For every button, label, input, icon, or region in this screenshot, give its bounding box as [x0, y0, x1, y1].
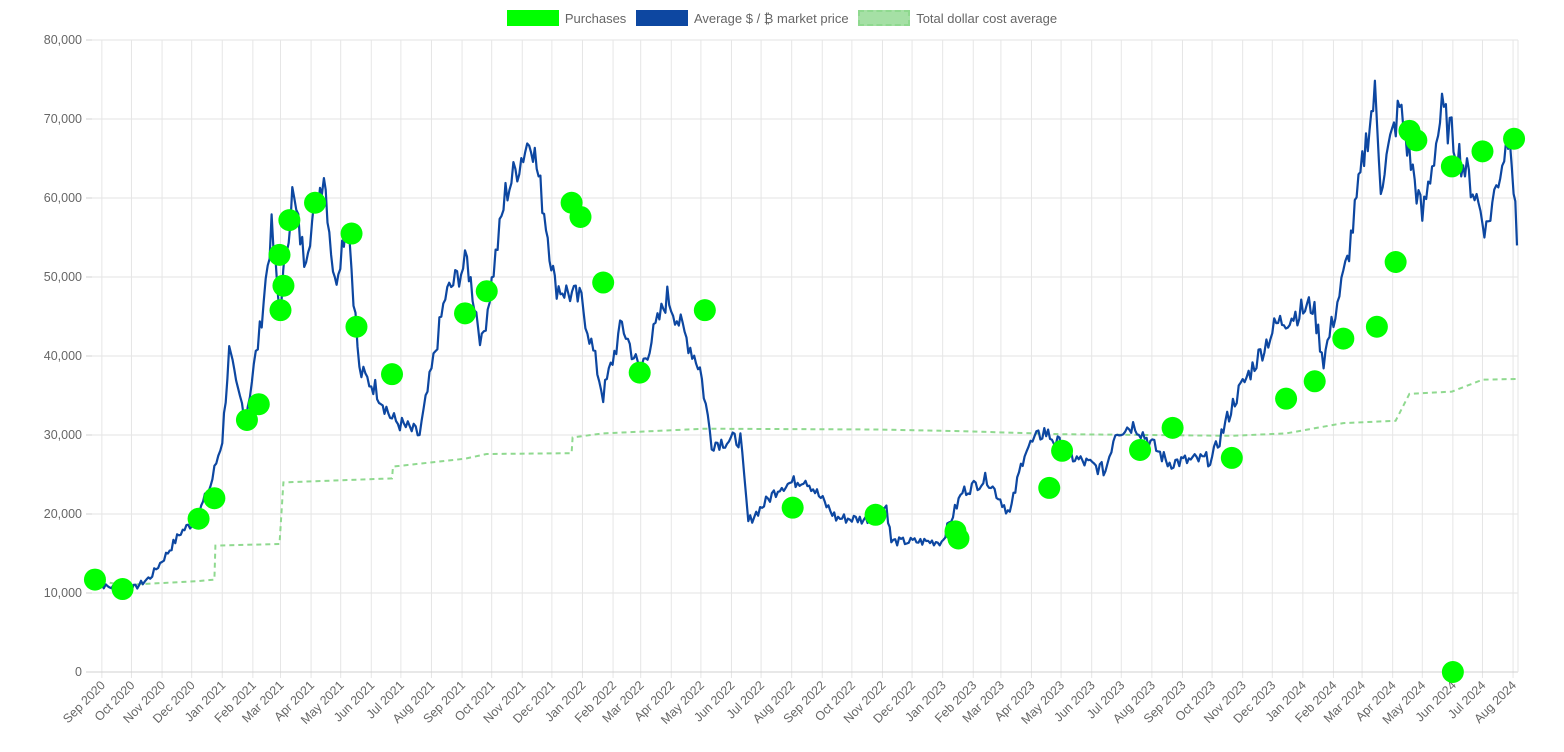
purchase-point[interactable] [1365, 315, 1388, 338]
y-tick-label: 80,000 [44, 33, 82, 47]
purchase-point[interactable] [235, 408, 258, 431]
purchase-point[interactable] [1503, 127, 1526, 150]
y-tick-label: 70,000 [44, 112, 82, 126]
market-price-line [91, 79, 1519, 592]
chart-legend: Purchases Average $ / ₿ market price Tot… [0, 10, 1564, 29]
y-tick-label: 60,000 [44, 191, 82, 205]
y-tick-label: 30,000 [44, 428, 82, 442]
legend-label-purchases: Purchases [564, 10, 627, 26]
legend-item-market-price[interactable]: Average $ / ₿ market price [635, 10, 849, 26]
y-tick-label: 0 [75, 665, 82, 679]
purchase-point[interactable] [1332, 327, 1355, 350]
purchase-point[interactable] [475, 280, 498, 303]
purchase-point[interactable] [1471, 140, 1494, 163]
purchase-point[interactable] [693, 299, 716, 322]
purchase-point[interactable] [864, 503, 887, 526]
y-axis-ticks: 0 10,000 20,000 30,000 40,000 50,000 60,000 70,… [44, 33, 82, 679]
purchase-point[interactable] [1038, 476, 1061, 499]
y-tick-label: 10,000 [44, 586, 82, 600]
purchase-point[interactable] [1441, 661, 1464, 683]
legend-label-dollar-cost-average: Total dollar cost average [916, 10, 1058, 26]
purchase-point[interactable] [1275, 387, 1298, 410]
purchase-point[interactable] [1440, 155, 1463, 178]
legend-swatch-purchases [506, 10, 559, 26]
legend-swatch-market-price [635, 10, 688, 26]
purchase-point[interactable] [340, 222, 363, 245]
purchase-point[interactable] [111, 578, 134, 601]
dollar-cost-average-series [91, 377, 1519, 587]
purchase-point[interactable] [592, 271, 615, 294]
purchase-point[interactable] [628, 361, 651, 384]
purchase-point[interactable] [781, 496, 804, 519]
purchase-point[interactable] [454, 302, 477, 325]
legend-label-market-price: Average $ / ₿ market price [693, 10, 849, 26]
purchase-point[interactable] [269, 299, 292, 322]
purchase-point[interactable] [569, 205, 592, 228]
purchase-point[interactable] [1051, 439, 1074, 462]
purchase-point[interactable] [272, 274, 295, 297]
legend-item-dollar-cost-average[interactable]: Total dollar cost average [858, 10, 1057, 26]
purchase-point[interactable] [247, 393, 270, 416]
purchases-series [83, 119, 1526, 683]
purchase-point[interactable] [83, 568, 106, 591]
y-tick-label: 50,000 [44, 270, 82, 284]
purchase-point[interactable] [1161, 416, 1184, 439]
purchase-point[interactable] [345, 315, 368, 338]
purchase-point[interactable] [1303, 370, 1326, 393]
dollar-cost-average-line [91, 377, 1519, 587]
y-tick-label: 20,000 [44, 507, 82, 521]
purchase-point[interactable] [1405, 129, 1428, 152]
purchase-point[interactable] [187, 507, 210, 530]
purchase-point[interactable] [1384, 250, 1407, 273]
purchase-point[interactable] [203, 487, 226, 510]
legend-swatch-dollar-cost-average [858, 10, 911, 26]
purchase-point[interactable] [268, 243, 291, 266]
legend-item-purchases[interactable]: Purchases [506, 10, 627, 26]
purchase-point[interactable] [304, 191, 327, 214]
y-tick-label: 40,000 [44, 349, 82, 363]
purchase-point[interactable] [278, 209, 301, 232]
purchase-point[interactable] [947, 527, 970, 550]
grid [86, 39, 1519, 678]
purchase-point[interactable] [1129, 439, 1152, 462]
purchase-point[interactable] [381, 363, 404, 386]
market-price-series [91, 79, 1519, 592]
purchase-point[interactable] [1220, 446, 1243, 469]
